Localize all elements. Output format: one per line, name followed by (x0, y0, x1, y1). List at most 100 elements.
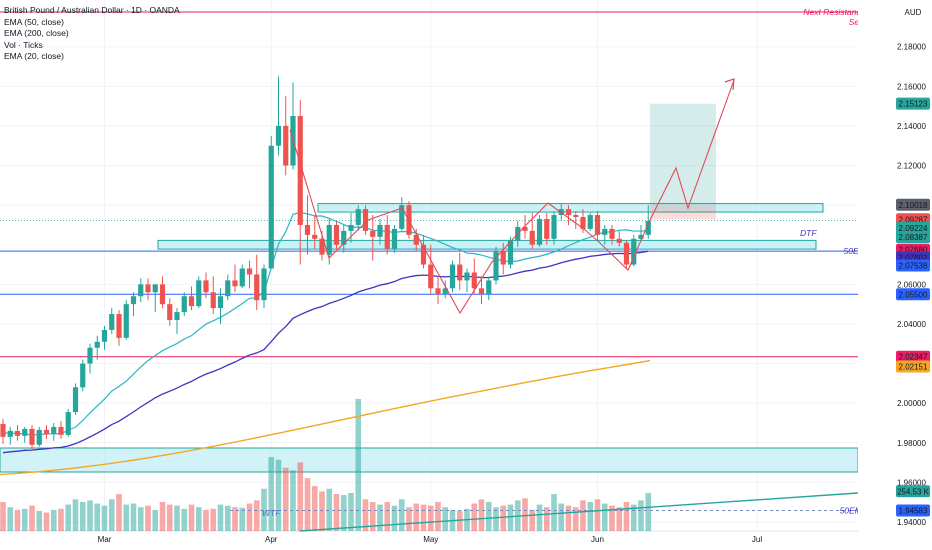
candle-body (616, 238, 622, 243)
candle (312, 215, 318, 249)
volume-bar (630, 504, 637, 531)
volume-bar (137, 507, 144, 531)
candle (355, 205, 361, 231)
candle (275, 76, 282, 156)
volume-bar (181, 508, 188, 531)
indicator-ema50[interactable]: EMA (50, close) (4, 16, 64, 27)
volume-bar (14, 509, 21, 531)
candle (297, 100, 303, 265)
volume-bar (420, 504, 427, 531)
candle-body (80, 363, 86, 388)
volume-bar (558, 503, 565, 531)
price-label-text: 2.10018 (899, 201, 928, 210)
volume-bar (246, 503, 253, 531)
candle (631, 234, 637, 267)
indicator-ema200[interactable]: EMA (200, close) (4, 28, 69, 38)
candle (384, 215, 390, 255)
candle (638, 224, 644, 241)
volume-bar (413, 503, 420, 531)
price-label: 2.09224 (896, 221, 930, 234)
candle-body (7, 430, 13, 437)
candle-body (471, 272, 477, 289)
price-label: 2.02151 (896, 360, 930, 373)
candle (72, 383, 79, 416)
volume-bar (311, 486, 318, 531)
candle (101, 325, 108, 350)
price-label-text: 2.09224 (899, 224, 928, 233)
volume-bar (145, 505, 151, 531)
candle-body (493, 250, 499, 281)
candle-body (225, 280, 231, 297)
candle-body (203, 280, 209, 293)
symbol-title[interactable]: British Pound / Australian Dollar · 1D ·… (4, 5, 180, 15)
volume-bar (377, 504, 383, 531)
price-label-bg (896, 288, 930, 301)
candle (174, 308, 180, 334)
candle-body (377, 224, 383, 237)
volume-bar (232, 507, 238, 531)
volume-bar (645, 492, 652, 531)
candle (420, 234, 427, 269)
candle-body (507, 240, 514, 265)
y-tick-label: 1.98000 (897, 439, 926, 448)
volume-bar (493, 507, 499, 531)
candle-body (391, 228, 398, 249)
candle (551, 211, 557, 245)
candle-body (333, 224, 340, 245)
volume-bar (253, 500, 260, 531)
candle (536, 215, 543, 247)
volume-bar (203, 509, 209, 531)
candle (123, 300, 129, 340)
volume-bar (340, 495, 347, 531)
candle (391, 224, 398, 253)
support-zone-weekly (0, 447, 859, 473)
candle-body (435, 288, 441, 295)
candle (51, 422, 57, 441)
volume-bar (391, 505, 398, 531)
candle (493, 246, 499, 285)
indicator-ema20[interactable]: EMA (20, close) (4, 51, 64, 61)
price-label: 2.07538 (896, 259, 930, 272)
candle-body (464, 272, 470, 281)
candle-body (130, 296, 137, 305)
candle-body (261, 268, 267, 301)
volume-bar (174, 505, 180, 531)
candle-body (268, 145, 274, 269)
price-label: 2.08387 (896, 231, 930, 244)
candle (435, 276, 441, 305)
y-tick-label: 2.00000 (897, 399, 926, 408)
volume-bar (348, 492, 354, 531)
candle-body (138, 284, 144, 297)
volume-bar (456, 510, 463, 531)
indicator-volume[interactable]: Vol · Ticks (4, 39, 43, 50)
candle-body (544, 219, 550, 239)
candle-body (522, 226, 528, 231)
volume-bar (65, 504, 72, 531)
pattern-arrowhead (724, 78, 735, 91)
x-tick-label: Mar (98, 535, 112, 544)
volume-bar (565, 505, 572, 531)
volume-bar (551, 494, 557, 531)
candle (109, 308, 115, 334)
candle (500, 242, 506, 275)
volume-bar (188, 504, 195, 531)
candle (362, 205, 369, 235)
price-label-bg (896, 350, 930, 363)
price-label-text: 1.94583 (899, 506, 928, 515)
candle (65, 409, 71, 437)
candle-body (167, 304, 173, 320)
volume-bar (478, 499, 485, 531)
volume-bar (507, 504, 514, 531)
candle (413, 228, 419, 251)
price-label-text: 2.15123 (899, 100, 928, 109)
volume-bar (529, 509, 536, 531)
candle (116, 310, 122, 346)
candle (594, 211, 601, 241)
candle-body (254, 274, 260, 301)
candle-body (442, 288, 448, 295)
next-resistance-text: Next Resistance Level (803, 7, 889, 17)
candle (94, 335, 100, 360)
candle-body (94, 341, 100, 348)
candle (457, 252, 463, 291)
